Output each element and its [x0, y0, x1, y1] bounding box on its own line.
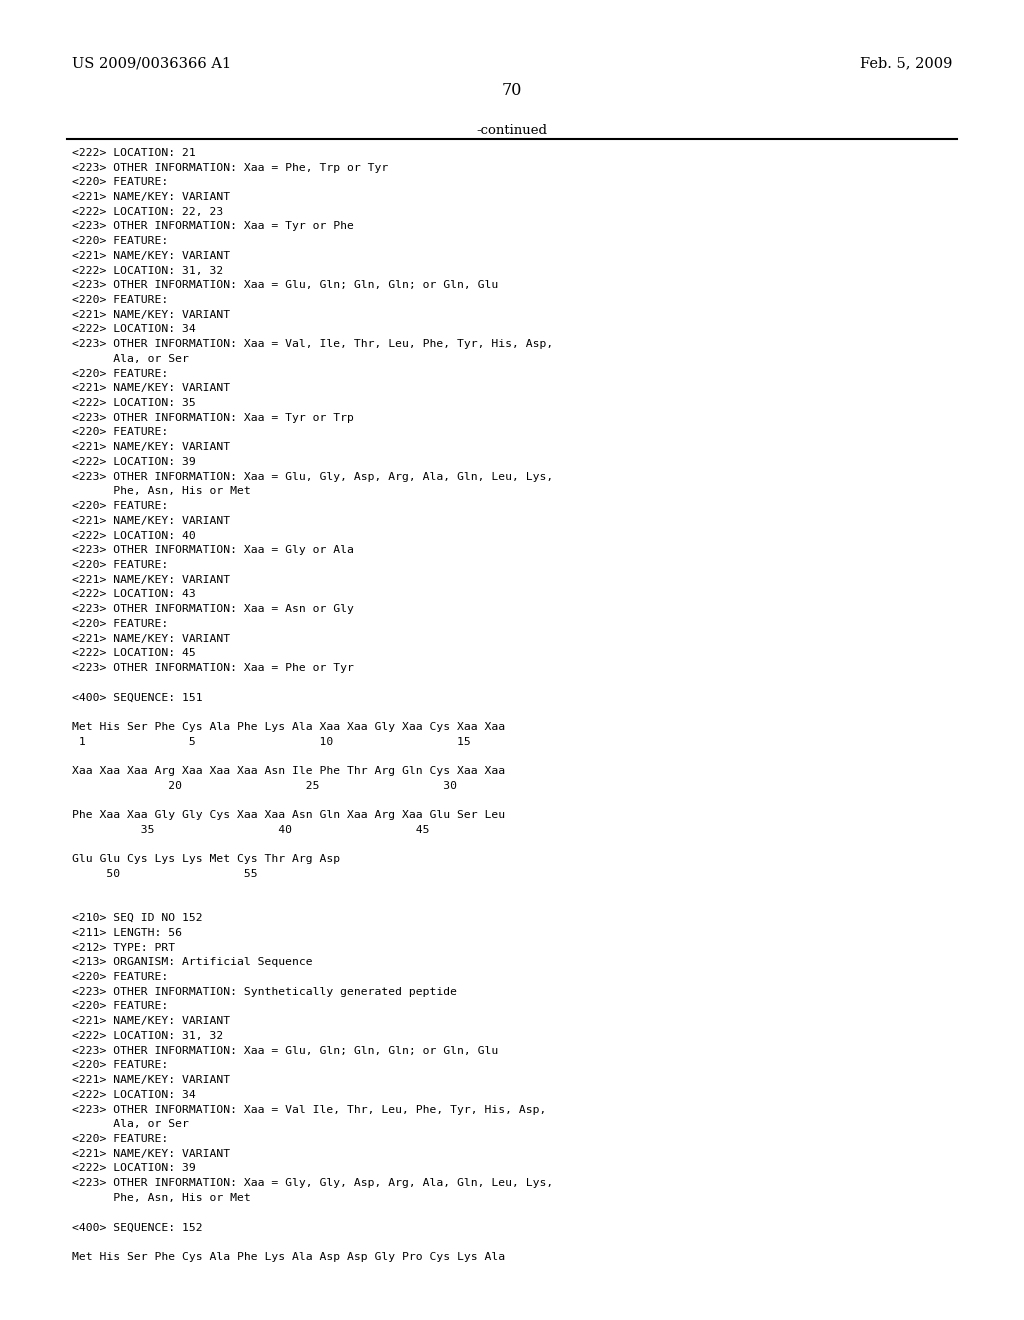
Text: Phe, Asn, His or Met: Phe, Asn, His or Met [72, 486, 251, 496]
Text: <223> OTHER INFORMATION: Xaa = Phe or Tyr: <223> OTHER INFORMATION: Xaa = Phe or Ty… [72, 663, 353, 673]
Text: <220> FEATURE:: <220> FEATURE: [72, 368, 168, 379]
Text: -continued: -continued [476, 124, 548, 137]
Text: US 2009/0036366 A1: US 2009/0036366 A1 [72, 57, 230, 71]
Text: <221> NAME/KEY: VARIANT: <221> NAME/KEY: VARIANT [72, 1148, 229, 1159]
Text: <220> FEATURE:: <220> FEATURE: [72, 560, 168, 570]
Text: <223> OTHER INFORMATION: Xaa = Gly, Gly, Asp, Arg, Ala, Gln, Leu, Lys,: <223> OTHER INFORMATION: Xaa = Gly, Gly,… [72, 1177, 553, 1188]
Text: <222> LOCATION: 31, 32: <222> LOCATION: 31, 32 [72, 265, 223, 276]
Text: <221> NAME/KEY: VARIANT: <221> NAME/KEY: VARIANT [72, 383, 229, 393]
Text: <220> FEATURE:: <220> FEATURE: [72, 1002, 168, 1011]
Text: <220> FEATURE:: <220> FEATURE: [72, 428, 168, 437]
Text: <223> OTHER INFORMATION: Xaa = Glu, Gln; Gln, Gln; or Gln, Glu: <223> OTHER INFORMATION: Xaa = Glu, Gln;… [72, 280, 498, 290]
Text: <223> OTHER INFORMATION: Xaa = Tyr or Trp: <223> OTHER INFORMATION: Xaa = Tyr or Tr… [72, 413, 353, 422]
Text: <221> NAME/KEY: VARIANT: <221> NAME/KEY: VARIANT [72, 1016, 229, 1026]
Text: 35                  40                  45: 35 40 45 [72, 825, 429, 834]
Text: <222> LOCATION: 43: <222> LOCATION: 43 [72, 589, 196, 599]
Text: <221> NAME/KEY: VARIANT: <221> NAME/KEY: VARIANT [72, 634, 229, 644]
Text: <222> LOCATION: 31, 32: <222> LOCATION: 31, 32 [72, 1031, 223, 1041]
Text: Ala, or Ser: Ala, or Ser [72, 354, 188, 364]
Text: <210> SEQ ID NO 152: <210> SEQ ID NO 152 [72, 913, 203, 923]
Text: <220> FEATURE:: <220> FEATURE: [72, 1134, 168, 1144]
Text: Glu Glu Cys Lys Lys Met Cys Thr Arg Asp: Glu Glu Cys Lys Lys Met Cys Thr Arg Asp [72, 854, 340, 865]
Text: <400> SEQUENCE: 151: <400> SEQUENCE: 151 [72, 693, 203, 702]
Text: 70: 70 [502, 82, 522, 99]
Text: <223> OTHER INFORMATION: Xaa = Glu, Gly, Asp, Arg, Ala, Gln, Leu, Lys,: <223> OTHER INFORMATION: Xaa = Glu, Gly,… [72, 471, 553, 482]
Text: <220> FEATURE:: <220> FEATURE: [72, 619, 168, 628]
Text: <220> FEATURE:: <220> FEATURE: [72, 177, 168, 187]
Text: 20                  25                  30: 20 25 30 [72, 780, 457, 791]
Text: <222> LOCATION: 34: <222> LOCATION: 34 [72, 1090, 196, 1100]
Text: 1               5                  10                  15: 1 5 10 15 [72, 737, 470, 747]
Text: <222> LOCATION: 45: <222> LOCATION: 45 [72, 648, 196, 659]
Text: <221> NAME/KEY: VARIANT: <221> NAME/KEY: VARIANT [72, 574, 229, 585]
Text: 50                  55: 50 55 [72, 869, 257, 879]
Text: Feb. 5, 2009: Feb. 5, 2009 [860, 57, 952, 71]
Text: <223> OTHER INFORMATION: Synthetically generated peptide: <223> OTHER INFORMATION: Synthetically g… [72, 987, 457, 997]
Text: <213> ORGANISM: Artificial Sequence: <213> ORGANISM: Artificial Sequence [72, 957, 312, 968]
Text: <223> OTHER INFORMATION: Xaa = Asn or Gly: <223> OTHER INFORMATION: Xaa = Asn or Gl… [72, 605, 353, 614]
Text: Phe Xaa Xaa Gly Gly Cys Xaa Xaa Asn Gln Xaa Arg Xaa Glu Ser Leu: Phe Xaa Xaa Gly Gly Cys Xaa Xaa Asn Gln … [72, 810, 505, 820]
Text: <221> NAME/KEY: VARIANT: <221> NAME/KEY: VARIANT [72, 191, 229, 202]
Text: <222> LOCATION: 40: <222> LOCATION: 40 [72, 531, 196, 540]
Text: Xaa Xaa Xaa Arg Xaa Xaa Xaa Asn Ile Phe Thr Arg Gln Cys Xaa Xaa: Xaa Xaa Xaa Arg Xaa Xaa Xaa Asn Ile Phe … [72, 766, 505, 776]
Text: <222> LOCATION: 39: <222> LOCATION: 39 [72, 457, 196, 467]
Text: <223> OTHER INFORMATION: Xaa = Val, Ile, Thr, Leu, Phe, Tyr, His, Asp,: <223> OTHER INFORMATION: Xaa = Val, Ile,… [72, 339, 553, 350]
Text: <212> TYPE: PRT: <212> TYPE: PRT [72, 942, 175, 953]
Text: <221> NAME/KEY: VARIANT: <221> NAME/KEY: VARIANT [72, 442, 229, 453]
Text: <223> OTHER INFORMATION: Xaa = Val Ile, Thr, Leu, Phe, Tyr, His, Asp,: <223> OTHER INFORMATION: Xaa = Val Ile, … [72, 1105, 546, 1114]
Text: Phe, Asn, His or Met: Phe, Asn, His or Met [72, 1193, 251, 1203]
Text: <220> FEATURE:: <220> FEATURE: [72, 296, 168, 305]
Text: <220> FEATURE:: <220> FEATURE: [72, 502, 168, 511]
Text: Ala, or Ser: Ala, or Ser [72, 1119, 188, 1129]
Text: <223> OTHER INFORMATION: Xaa = Glu, Gln; Gln, Gln; or Gln, Glu: <223> OTHER INFORMATION: Xaa = Glu, Gln;… [72, 1045, 498, 1056]
Text: <223> OTHER INFORMATION: Xaa = Phe, Trp or Tyr: <223> OTHER INFORMATION: Xaa = Phe, Trp … [72, 162, 388, 173]
Text: <221> NAME/KEY: VARIANT: <221> NAME/KEY: VARIANT [72, 310, 229, 319]
Text: Met His Ser Phe Cys Ala Phe Lys Ala Xaa Xaa Gly Xaa Cys Xaa Xaa: Met His Ser Phe Cys Ala Phe Lys Ala Xaa … [72, 722, 505, 731]
Text: <223> OTHER INFORMATION: Xaa = Gly or Ala: <223> OTHER INFORMATION: Xaa = Gly or Al… [72, 545, 353, 556]
Text: <222> LOCATION: 35: <222> LOCATION: 35 [72, 399, 196, 408]
Text: <211> LENGTH: 56: <211> LENGTH: 56 [72, 928, 181, 939]
Text: <220> FEATURE:: <220> FEATURE: [72, 1060, 168, 1071]
Text: <220> FEATURE:: <220> FEATURE: [72, 236, 168, 246]
Text: <223> OTHER INFORMATION: Xaa = Tyr or Phe: <223> OTHER INFORMATION: Xaa = Tyr or Ph… [72, 222, 353, 231]
Text: <222> LOCATION: 39: <222> LOCATION: 39 [72, 1163, 196, 1173]
Text: <220> FEATURE:: <220> FEATURE: [72, 972, 168, 982]
Text: <222> LOCATION: 21: <222> LOCATION: 21 [72, 148, 196, 158]
Text: <221> NAME/KEY: VARIANT: <221> NAME/KEY: VARIANT [72, 251, 229, 261]
Text: <222> LOCATION: 22, 23: <222> LOCATION: 22, 23 [72, 207, 223, 216]
Text: <221> NAME/KEY: VARIANT: <221> NAME/KEY: VARIANT [72, 516, 229, 525]
Text: <400> SEQUENCE: 152: <400> SEQUENCE: 152 [72, 1222, 203, 1233]
Text: <222> LOCATION: 34: <222> LOCATION: 34 [72, 325, 196, 334]
Text: <221> NAME/KEY: VARIANT: <221> NAME/KEY: VARIANT [72, 1074, 229, 1085]
Text: Met His Ser Phe Cys Ala Phe Lys Ala Asp Asp Gly Pro Cys Lys Ala: Met His Ser Phe Cys Ala Phe Lys Ala Asp … [72, 1251, 505, 1262]
